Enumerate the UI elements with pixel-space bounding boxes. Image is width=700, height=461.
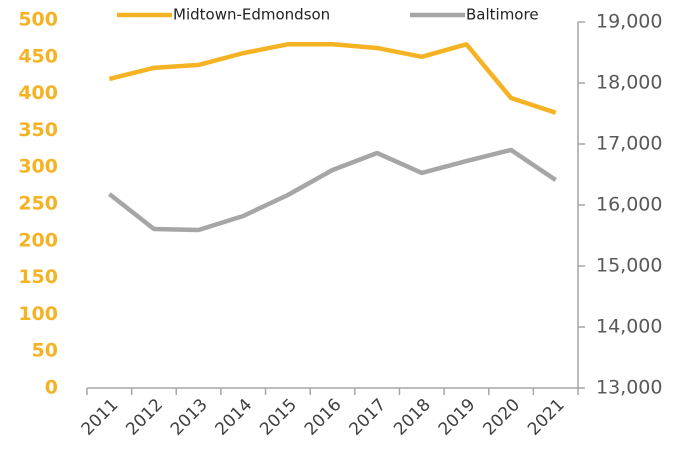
x-tick-label: 2013	[167, 395, 212, 440]
y2-tick-label: 15,000	[596, 255, 662, 277]
x-tick-label: 2011	[78, 395, 123, 440]
x-tick-label: 2016	[301, 395, 346, 440]
y2-tick-label: 16,000	[596, 194, 662, 216]
x-tick-label: 2019	[435, 395, 480, 440]
y-tick-label: 500	[18, 9, 58, 31]
x-tick-label: 2014	[212, 395, 257, 440]
y-tick-label: 0	[45, 377, 58, 399]
y2-tick-label: 19,000	[596, 11, 662, 33]
y2-tick-label: 18,000	[596, 72, 662, 94]
y2-tick-label: 17,000	[596, 133, 662, 155]
x-tick-label: 2020	[479, 395, 524, 440]
x-tick-label: 2021	[524, 395, 569, 440]
y-tick-label: 50	[32, 340, 58, 362]
y-tick-label: 450	[18, 45, 58, 67]
y-tick-label: 300	[18, 156, 58, 178]
x-tick-label: 2017	[345, 395, 390, 440]
y-tick-label: 150	[18, 266, 58, 288]
y2-tick-label: 13,000	[596, 377, 662, 399]
y-tick-label: 350	[18, 119, 58, 141]
legend-label: Baltimore	[466, 6, 539, 24]
legend-label: Midtown-Edmondson	[173, 6, 330, 24]
y-tick-label: 250	[18, 193, 58, 215]
y2-tick-label: 14,000	[596, 316, 662, 338]
series-line	[108, 42, 557, 115]
x-tick-label: 2018	[390, 395, 435, 440]
x-tick-label: 2012	[122, 395, 167, 440]
y-tick-label: 400	[18, 82, 58, 104]
x-tick-label: 2015	[256, 395, 301, 440]
y-tick-label: 200	[18, 229, 58, 251]
y-tick-label: 100	[18, 303, 58, 325]
series-line	[107, 147, 557, 233]
